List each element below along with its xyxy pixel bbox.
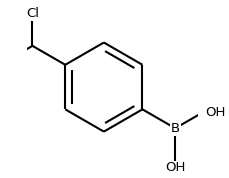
Text: Cl: Cl (26, 7, 39, 20)
Text: B: B (170, 122, 179, 135)
Text: OH: OH (164, 161, 185, 174)
Text: OH: OH (204, 106, 224, 119)
